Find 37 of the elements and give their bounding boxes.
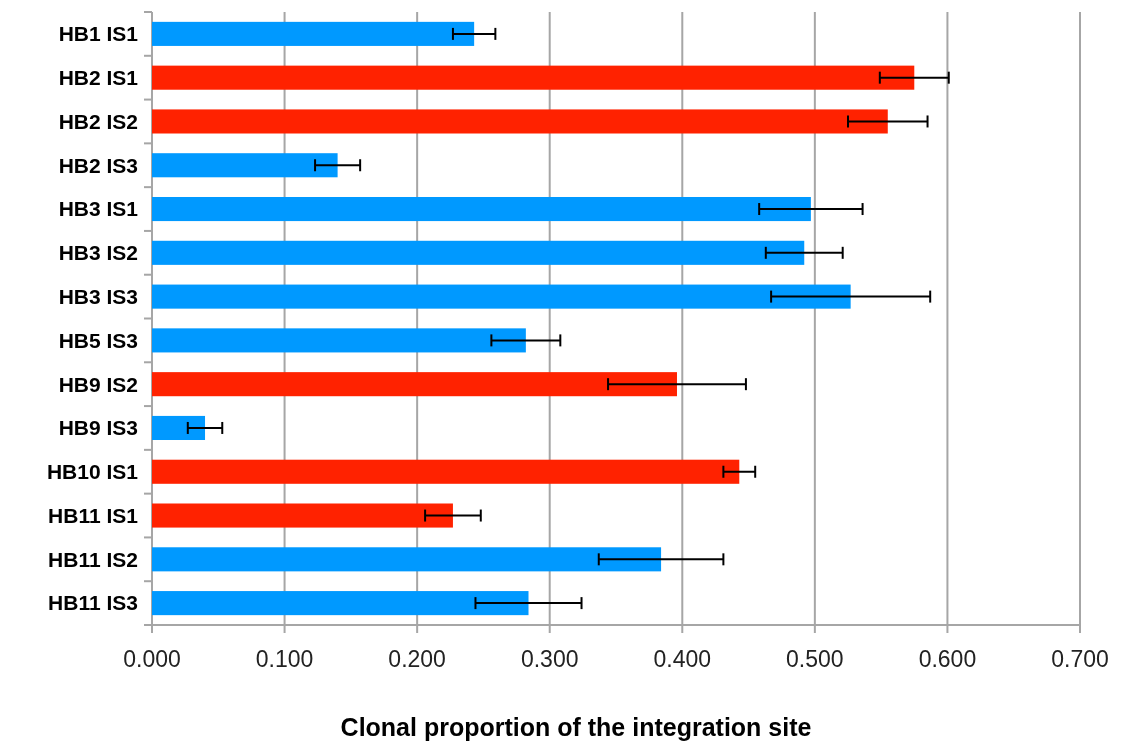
bar [152,328,526,353]
bar [152,459,740,484]
y-tick-label: HB3 IS2 [58,241,138,265]
x-tick-label: 0.600 [918,646,977,672]
y-tick-label: HB2 IS2 [58,109,138,133]
bar [152,284,851,309]
y-tick-label: HB3 IS1 [58,197,139,221]
x-tick-label: 0.100 [255,646,314,672]
y-tick-label: HB3 IS3 [58,284,138,308]
y-tick-label: HB1 IS1 [58,22,139,46]
bar [152,240,805,265]
x-tick-label: 0.500 [786,646,844,672]
bar [152,65,915,90]
bar [152,547,662,572]
y-tick-label: HB2 IS1 [58,66,139,90]
bar [152,21,475,46]
x-tick-label: 0.300 [520,646,579,672]
y-tick-label: HB11 IS2 [48,547,138,571]
y-tick-label: HB2 IS3 [58,153,138,177]
y-tick-label: HB9 IS3 [58,416,138,440]
bar [152,503,453,528]
bar [152,372,677,397]
bar [152,197,811,222]
y-tick-label: HB10 IS1 [46,460,139,484]
x-axis-title: Clonal proportion of the integration site [340,713,812,741]
y-tick-label: HB11 IS1 [48,503,139,527]
y-tick-label: HB11 IS3 [48,591,138,615]
y-tick-label: HB5 IS3 [58,328,138,352]
bar [152,591,529,616]
bar [152,109,888,134]
bar [152,153,338,178]
y-tick-label: HB9 IS2 [58,372,138,396]
x-tick-label: 0.400 [653,646,712,672]
x-tick-label: 0.700 [1051,646,1109,672]
x-tick-label: 0.000 [123,646,181,672]
bar [152,415,206,441]
x-tick-label: 0.200 [388,646,446,672]
